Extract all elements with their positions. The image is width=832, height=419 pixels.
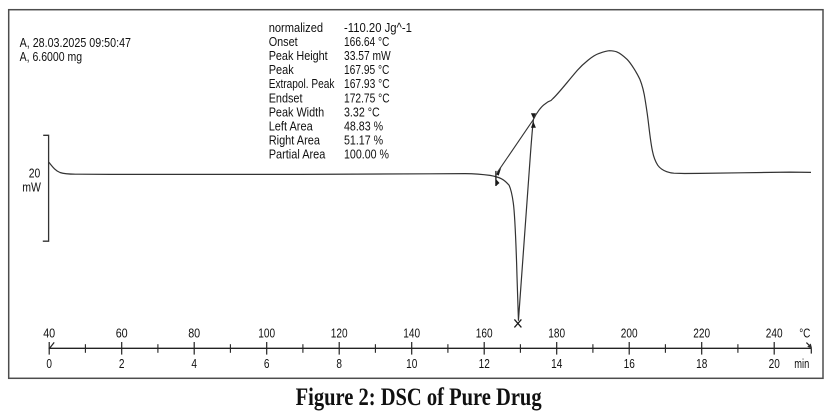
svg-text:167.95 °C: 167.95 °C [344,63,389,77]
svg-text:180: 180 [548,325,565,340]
svg-text:Left Area: Left Area [269,120,313,134]
svg-text:Onset: Onset [269,35,298,49]
svg-text:20: 20 [769,356,780,371]
svg-text:Partial Area: Partial Area [269,148,326,162]
svg-text:200: 200 [621,325,638,340]
svg-text:51.17 %: 51.17 % [344,134,383,148]
svg-text:mW: mW [22,181,41,195]
svg-text:166.64 °C: 166.64 °C [344,35,389,49]
svg-text:Right Area: Right Area [269,134,320,148]
svg-text:160: 160 [476,325,493,340]
svg-text:14: 14 [551,356,562,371]
svg-text:40: 40 [43,325,55,340]
svg-text:33.57 mW: 33.57 mW [344,49,391,63]
svg-text:normalized: normalized [269,21,323,35]
svg-text:min: min [794,356,809,371]
svg-text:60: 60 [116,325,128,340]
svg-text:-110.20 Jg^-1: -110.20 Jg^-1 [344,21,412,35]
svg-text:°C: °C [799,325,810,340]
svg-text:48.83 %: 48.83 % [344,120,383,134]
svg-text:12: 12 [479,356,490,371]
svg-text:20: 20 [29,167,41,181]
svg-text:8: 8 [336,356,342,371]
svg-text:0: 0 [46,356,52,371]
svg-text:3.32 °C: 3.32 °C [344,105,380,119]
svg-text:220: 220 [693,325,710,340]
svg-text:240: 240 [766,325,783,340]
svg-text:Peak Height: Peak Height [269,49,328,63]
svg-text:Peak Width: Peak Width [269,105,325,119]
svg-text:Peak: Peak [269,63,295,77]
svg-text:4: 4 [191,356,197,371]
svg-text:Figure 2: DSC of Pure Drug: Figure 2: DSC of Pure Drug [296,384,542,411]
svg-text:120: 120 [331,325,348,340]
svg-text:167.93 °C: 167.93 °C [344,77,390,91]
svg-text:2: 2 [119,356,125,371]
svg-text:Endset: Endset [269,91,303,105]
svg-text:A, 6.6000 mg: A, 6.6000 mg [20,50,83,64]
svg-text:172.75 °C: 172.75 °C [344,91,390,105]
svg-text:10: 10 [406,356,417,371]
svg-text:16: 16 [624,356,635,371]
svg-text:A, 28.03.2025 09:50:47: A, 28.03.2025 09:50:47 [20,36,131,50]
svg-text:100.00 %: 100.00 % [344,148,389,162]
svg-text:100: 100 [258,325,275,340]
svg-text:140: 140 [403,325,420,340]
svg-text:6: 6 [264,356,270,371]
svg-text:18: 18 [696,356,707,371]
svg-text:Extrapol. Peak: Extrapol. Peak [269,77,335,91]
svg-text:80: 80 [188,325,200,340]
